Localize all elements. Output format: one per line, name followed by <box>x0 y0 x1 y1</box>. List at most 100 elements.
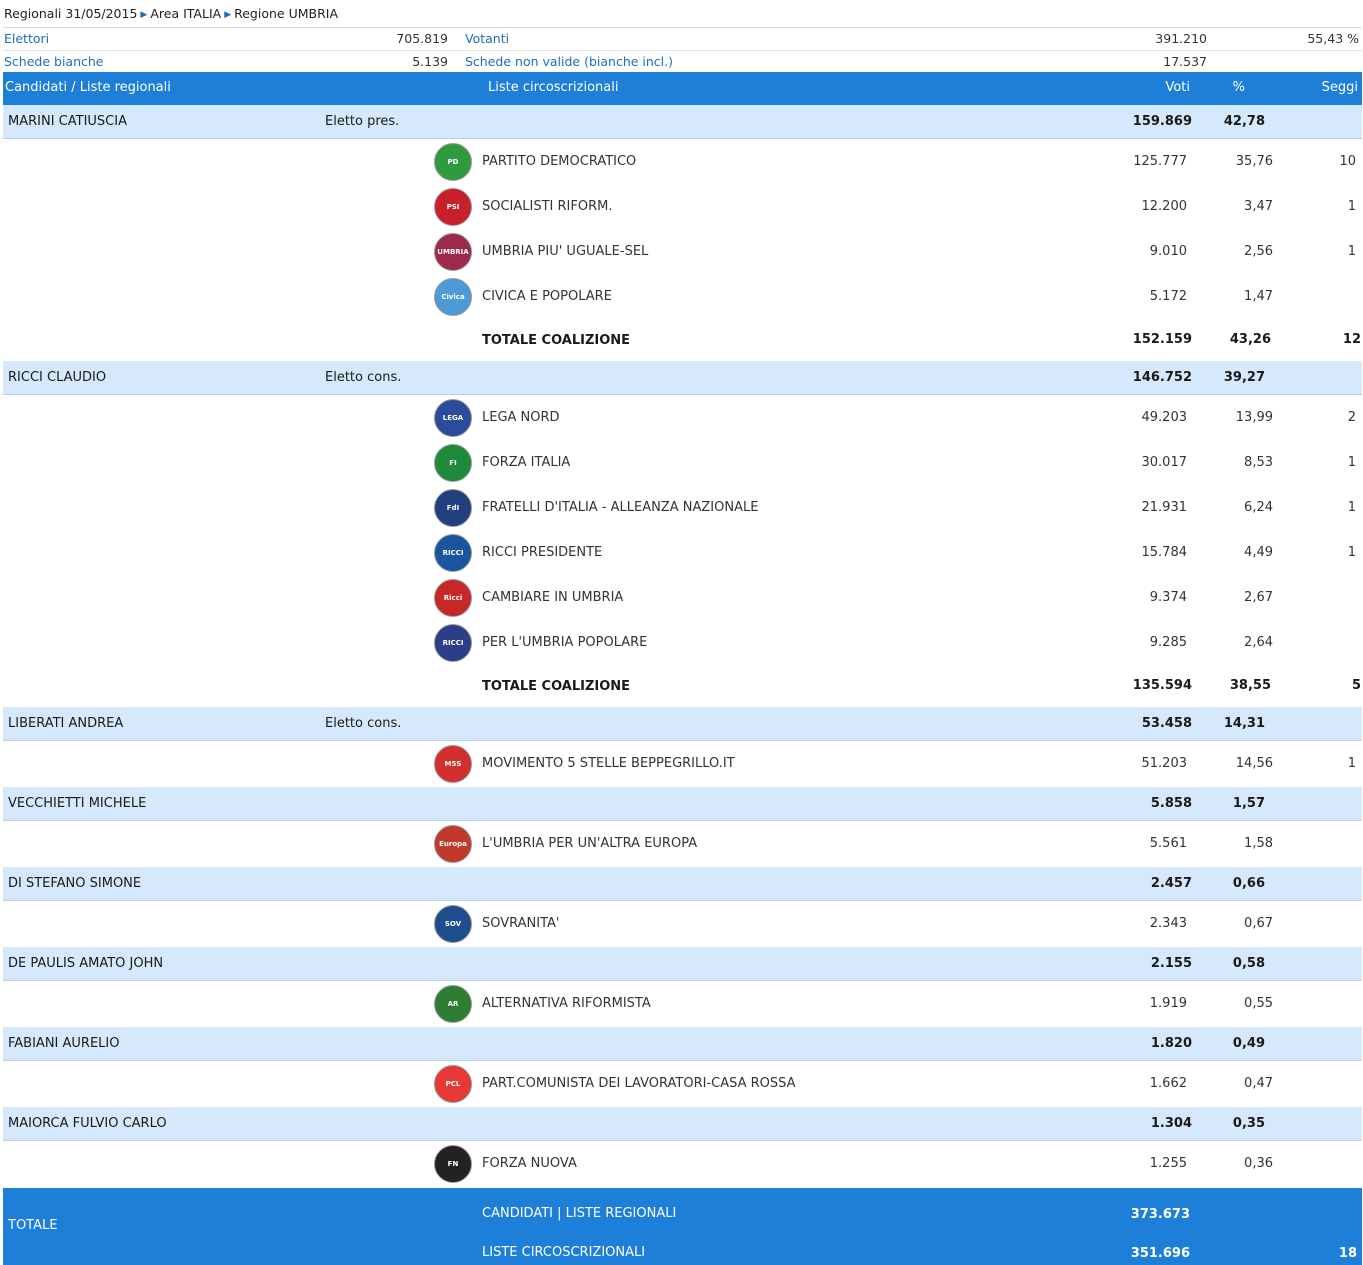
coalition-total-voti: 135.594 <box>1132 678 1192 693</box>
party-seggi: 1 <box>1347 545 1356 560</box>
party-voti: 21.931 <box>1141 500 1188 515</box>
party-voti: 1.255 <box>1149 1156 1187 1171</box>
votanti-value: 391.210 <box>1155 31 1207 46</box>
party-row[interactable]: UMBRIA UMBRIA PIU' UGUALE-SEL 9.010 2,56 1 <box>3 230 1362 275</box>
coalition-total-pct: 38,55 <box>1229 678 1271 693</box>
chevron-right-icon: ▶ <box>224 10 232 20</box>
candidate-row[interactable]: FABIANI AURELIO 1.820 0,49 <box>3 1027 1362 1061</box>
party-name: ALTERNATIVA RIFORMISTA <box>482 996 651 1011</box>
party-row[interactable]: Europa L'UMBRIA PER UN'ALTRA EUROPA 5.561 1… <box>3 822 1362 867</box>
party-logo-icon: LEGA <box>434 399 472 437</box>
party-logo-icon: SOV <box>434 905 472 943</box>
party-logo-icon: RICCI <box>434 534 472 572</box>
chevron-right-icon: ▶ <box>140 10 148 20</box>
party-voti: 30.017 <box>1141 455 1188 470</box>
breadcrumb-item-area[interactable]: Area ITALIA <box>150 6 222 21</box>
coalition-total-row: TOTALE COALIZIONE 152.159 43,26 12 <box>3 322 1362 357</box>
party-pct: 2,56 <box>1244 244 1273 259</box>
footer-totale-label: TOTALE <box>8 1218 58 1233</box>
party-row[interactable]: FdI FRATELLI D'ITALIA - ALLEANZA NAZIONAL… <box>3 486 1362 531</box>
candidate-row[interactable]: VECCHIETTI MICHELE 5.858 1,57 <box>3 787 1362 821</box>
candidate-row[interactable]: LIBERATI ANDREA Eletto cons. 53.458 14,31 <box>3 707 1362 741</box>
party-name: L'UMBRIA PER UN'ALTRA EUROPA <box>482 836 698 851</box>
candidate-name: DI STEFANO SIMONE <box>8 876 142 891</box>
header-voti: Voti <box>1165 80 1190 95</box>
party-row[interactable]: LEGA LEGA NORD 49.203 13,99 2 <box>3 396 1362 441</box>
party-voti: 15.784 <box>1141 545 1188 560</box>
candidate-name: MAIORCA FULVIO CARLO <box>8 1116 167 1131</box>
party-voti: 51.203 <box>1141 756 1188 771</box>
party-logo-icon: PSI <box>434 188 472 226</box>
party-pct: 3,47 <box>1244 199 1273 214</box>
candidate-status: Eletto pres. <box>325 114 400 129</box>
party-seggi: 1 <box>1347 244 1356 259</box>
party-voti: 49.203 <box>1141 410 1188 425</box>
party-name: CAMBIARE IN UMBRIA <box>482 590 624 605</box>
candidate-row[interactable]: MARINI CATIUSCIA Eletto pres. 159.869 42,78 <box>3 105 1362 139</box>
table-header: Candidati / Liste regionali Liste circos… <box>3 72 1362 105</box>
party-name: LEGA NORD <box>482 410 560 425</box>
candidate-pct: 39,27 <box>1223 370 1265 385</box>
party-pct: 13,99 <box>1235 410 1273 425</box>
party-logo-icon: UMBRIA <box>434 233 472 271</box>
coalition-total-seggi: 12 <box>1342 332 1361 347</box>
party-row[interactable]: M5S MOVIMENTO 5 STELLE BEPPEGRILLO.IT 51.2… <box>3 742 1362 787</box>
party-seggi: 2 <box>1347 410 1356 425</box>
party-row[interactable]: PD PARTITO DEMOCRATICO 125.777 35,76 10 <box>3 140 1362 185</box>
party-row[interactable]: PSI SOCIALISTI RIFORM. 12.200 3,47 1 <box>3 185 1362 230</box>
candidate-voti: 159.869 <box>1132 114 1192 129</box>
candidate-row[interactable]: DI STEFANO SIMONE 2.457 0,66 <box>3 867 1362 901</box>
party-row[interactable]: PCL PART.COMUNISTA DEI LAVORATORI-CASA RO… <box>3 1062 1362 1107</box>
party-row[interactable]: RICCI RICCI PRESIDENTE 15.784 4,49 1 <box>3 531 1362 576</box>
party-seggi: 1 <box>1347 500 1356 515</box>
party-logo-icon: Civica <box>434 278 472 316</box>
candidate-row[interactable]: DE PAULIS AMATO JOHN 2.155 0,58 <box>3 947 1362 981</box>
candidate-row[interactable]: RICCI CLAUDIO Eletto cons. 146.752 39,27 <box>3 361 1362 395</box>
party-row[interactable]: Civica CIVICA E POPOLARE 5.172 1,47 <box>3 275 1362 320</box>
party-voti: 9.010 <box>1149 244 1187 259</box>
breadcrumb-item-regionali[interactable]: Regionali 31/05/2015 <box>4 6 138 21</box>
footer-value-circoscrizionali: 351.696 <box>1130 1246 1190 1261</box>
party-seggi: 1 <box>1347 455 1356 470</box>
party-row[interactable]: Ricci CAMBIARE IN UMBRIA 9.374 2,67 <box>3 576 1362 621</box>
candidate-name: FABIANI AURELIO <box>8 1036 120 1051</box>
candidate-voti: 2.457 <box>1150 876 1192 891</box>
coalition-total-voti: 152.159 <box>1132 332 1192 347</box>
party-voti: 12.200 <box>1141 199 1188 214</box>
candidate-voti: 5.858 <box>1150 796 1192 811</box>
party-logo-icon: PCL <box>434 1065 472 1103</box>
party-pct: 0,67 <box>1244 916 1273 931</box>
candidate-pct: 14,31 <box>1223 716 1265 731</box>
candidate-voti: 146.752 <box>1132 370 1192 385</box>
party-voti: 2.343 <box>1149 916 1187 931</box>
breadcrumb: Regionali 31/05/2015 ▶ Area ITALIA ▶ Regione… <box>4 6 338 22</box>
party-logo-icon: Europa <box>434 825 472 863</box>
coalition-total-label: TOTALE COALIZIONE <box>482 333 631 348</box>
coalition-total-label: TOTALE COALIZIONE <box>482 679 631 694</box>
party-name: SOVRANITA' <box>482 916 560 931</box>
candidate-name: DE PAULIS AMATO JOHN <box>8 956 164 971</box>
party-name: FORZA ITALIA <box>482 455 571 470</box>
party-pct: 2,64 <box>1244 635 1273 650</box>
footer-seggi: 18 <box>1338 1246 1357 1261</box>
stats-row-bianche: Schede bianche 5.139 Schede non valide (… <box>3 51 1362 74</box>
party-row[interactable]: RICCI PER L'UMBRIA POPOLARE 9.285 2,64 <box>3 621 1362 666</box>
party-pct: 1,47 <box>1244 289 1273 304</box>
party-pct: 8,53 <box>1244 455 1273 470</box>
party-pct: 4,49 <box>1244 545 1273 560</box>
party-row[interactable]: SOV SOVRANITA' 2.343 0,67 <box>3 902 1362 947</box>
party-row[interactable]: FN FORZA NUOVA 1.255 0,36 <box>3 1142 1362 1187</box>
candidate-voti: 1.304 <box>1150 1116 1192 1131</box>
party-voti: 1.662 <box>1149 1076 1187 1091</box>
candidate-name: VECCHIETTI MICHELE <box>8 796 147 811</box>
candidate-pct: 1,57 <box>1232 796 1265 811</box>
party-row[interactable]: AR ALTERNATIVA RIFORMISTA 1.919 0,55 <box>3 982 1362 1027</box>
party-name: PER L'UMBRIA POPOLARE <box>482 635 648 650</box>
party-voti: 5.172 <box>1149 289 1187 304</box>
header-seggi: Seggi <box>1321 80 1358 95</box>
party-row[interactable]: FI FORZA ITALIA 30.017 8,53 1 <box>3 441 1362 486</box>
party-pct: 2,67 <box>1244 590 1273 605</box>
votanti-pct: 55,43 % <box>1307 31 1359 46</box>
candidate-row[interactable]: MAIORCA FULVIO CARLO 1.304 0,35 <box>3 1107 1362 1141</box>
party-pct: 35,76 <box>1235 154 1273 169</box>
